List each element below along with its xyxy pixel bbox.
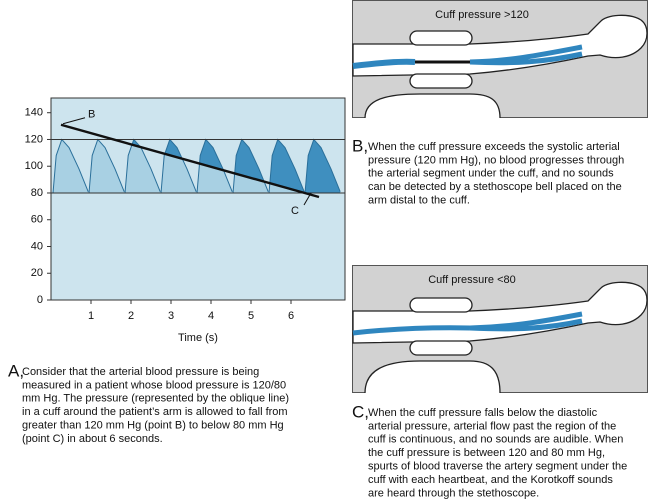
- y-tick-label: 120: [25, 133, 43, 145]
- y-tick-label: 40: [31, 240, 43, 252]
- cuff: [409, 73, 473, 89]
- cuff: [409, 30, 473, 46]
- caption-line: measured in a patient whose blood pressu…: [22, 379, 286, 391]
- caption-line: arterial pressure, arterial flow past th…: [368, 420, 616, 432]
- caption-line: the cuff pressure is between 120 and 80 …: [368, 447, 605, 459]
- caption-letter: B,: [352, 136, 368, 155]
- diagram-title: Cuff pressure >120: [435, 9, 529, 21]
- caption-line: the arterial segment under the cuff, and…: [368, 168, 614, 180]
- x-axis-label: Time (s): [178, 332, 218, 344]
- diagram-low: Cuff pressure <80: [352, 265, 648, 394]
- x-tick-label: 5: [248, 310, 254, 322]
- diagram-high: Cuff pressure >120: [352, 0, 648, 119]
- cuff-line: [60, 123, 320, 199]
- caption-line: in a cuff around the patient’s arm is al…: [22, 406, 288, 418]
- artery-branches: [469, 44, 583, 66]
- y-tick-label: 80: [31, 187, 43, 199]
- y-tick-label: 20: [31, 267, 43, 279]
- caption-line: cuff is continuous, and no sounds are au…: [368, 434, 623, 446]
- x-tick-label: 4: [208, 310, 214, 322]
- x-tick-label: 3: [168, 310, 174, 322]
- caption-line: pressure (120 mm Hg), no blood progresse…: [368, 154, 624, 166]
- leader: [303, 192, 312, 206]
- x-tick-label: 1: [88, 310, 94, 322]
- artery-branches: [469, 311, 583, 332]
- x-tick-label: 6: [288, 310, 294, 322]
- caption-line: When the cuff pressure exceeds the systo…: [368, 141, 620, 153]
- body: [364, 93, 501, 119]
- caption-line: arm distal to the cuff.: [368, 195, 470, 207]
- x-tick-label: 2: [128, 310, 134, 322]
- caption-line: (point C) in about 6 seconds.: [22, 433, 163, 445]
- caption-line: When the cuff pressure falls below the d…: [368, 407, 598, 419]
- annotation: C: [291, 205, 299, 217]
- caption-line: cuff with each heartbeat, and the Korotk…: [368, 474, 613, 486]
- annotation: B: [88, 109, 95, 121]
- artery: [352, 325, 471, 336]
- caption-line: spurts of blood traverse the artery segm…: [368, 461, 627, 473]
- cuff: [409, 340, 473, 356]
- leader: [62, 117, 86, 125]
- y-tick-label: 0: [37, 294, 43, 306]
- y-tick-label: 140: [25, 107, 43, 119]
- caption-line: mm Hg. The pressure (represented by the …: [22, 393, 289, 405]
- diagram-title: Cuff pressure <80: [428, 274, 516, 286]
- y-tick-label: 60: [31, 214, 43, 226]
- artery: [352, 58, 416, 69]
- caption-line: are heard through the stethoscope.: [368, 487, 539, 499]
- caption-line: Consider that the arterial blood pressur…: [22, 366, 259, 378]
- plot-frame: [50, 97, 346, 301]
- plot: [51, 138, 345, 194]
- caption-letter: A,: [8, 361, 24, 380]
- caption-letter: C,: [352, 402, 369, 421]
- y-tick-label: 100: [25, 160, 43, 172]
- body: [364, 360, 501, 394]
- plot-background: [51, 98, 345, 300]
- caption-line: greater than 120 mm Hg (point B) to belo…: [22, 420, 284, 432]
- pressure-line: [52, 138, 341, 194]
- cuff: [409, 297, 473, 313]
- caption-line: can be detected by a stethoscope bell pl…: [368, 181, 622, 193]
